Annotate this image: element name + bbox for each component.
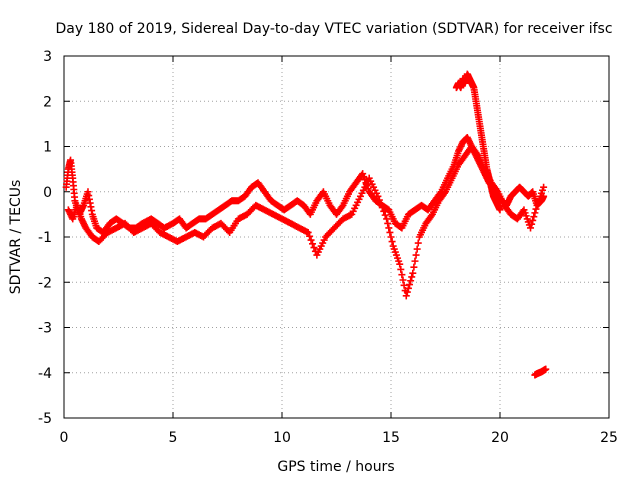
data-point [532,205,540,213]
data-point [304,228,312,236]
data-point [375,196,383,204]
x-tick-label: 25 [600,430,618,446]
x-tick-label: 0 [60,430,69,446]
data-point [528,220,536,228]
data-point [385,224,393,232]
data-point [406,281,414,289]
data-point [542,365,550,373]
y-tick-label: 2 [43,94,52,110]
y-tick-label: -1 [38,230,52,246]
data-point [407,277,415,285]
data-point [386,228,394,236]
data-point [440,189,448,197]
series [64,143,548,300]
data-point [387,233,395,241]
data-point [378,204,386,212]
x-tick-label: 20 [491,430,509,446]
data-point [540,183,548,191]
data-point [529,216,537,224]
data-point [310,244,318,252]
data-point [384,219,392,227]
data-point [412,251,420,259]
data-point [413,245,421,253]
x-tick-labels: 0 5 10 15 20 25 [60,430,618,446]
data-point [408,273,416,281]
y-tick-label: -5 [38,411,52,427]
x-tick-label: 15 [382,430,400,446]
y-tick-label: 1 [43,140,52,156]
grid [64,56,609,418]
data-point [397,265,405,273]
data-point [473,150,481,158]
data-point [338,203,346,211]
y-tick-label: 0 [43,185,52,201]
data-point [374,192,382,200]
data-point [496,206,504,214]
x-axis-label: GPS time / hours [277,459,394,475]
data-point [531,209,539,217]
data-point [309,240,317,248]
series [62,133,548,236]
x-tick-label: 10 [273,430,291,446]
data-point [410,263,418,271]
data-point [403,288,411,296]
data-point [398,271,406,279]
data-point [404,284,412,292]
data-points [62,70,550,379]
data-point [307,236,315,244]
data-point [396,260,404,268]
data-point [530,213,538,221]
data-point [399,276,407,284]
data-point [402,292,410,300]
data-point [427,212,435,220]
y-tick-label: -3 [38,321,52,337]
data-point [409,269,417,277]
data-point [388,238,396,246]
x-tick-label: 5 [169,430,178,446]
y-axis-label: SDTVAR / TECUs [8,180,24,295]
data-point [414,239,422,247]
data-point [527,224,535,232]
series [531,365,550,379]
data-point [411,257,419,265]
data-point [381,211,389,219]
axis-ticks [63,55,610,419]
data-point [383,215,391,223]
y-tick-label: -4 [38,366,52,382]
data-point [380,207,388,215]
data-point [377,200,385,208]
data-point [306,232,314,240]
series [452,70,504,214]
y-tick-labels: -5 -4 -3 -2 -1 0 1 2 3 [38,49,52,427]
chart-title: Day 180 of 2019, Sidereal Day-to-day VTE… [55,21,612,37]
y-tick-label: -2 [38,275,52,291]
y-tick-label: 3 [43,49,52,65]
